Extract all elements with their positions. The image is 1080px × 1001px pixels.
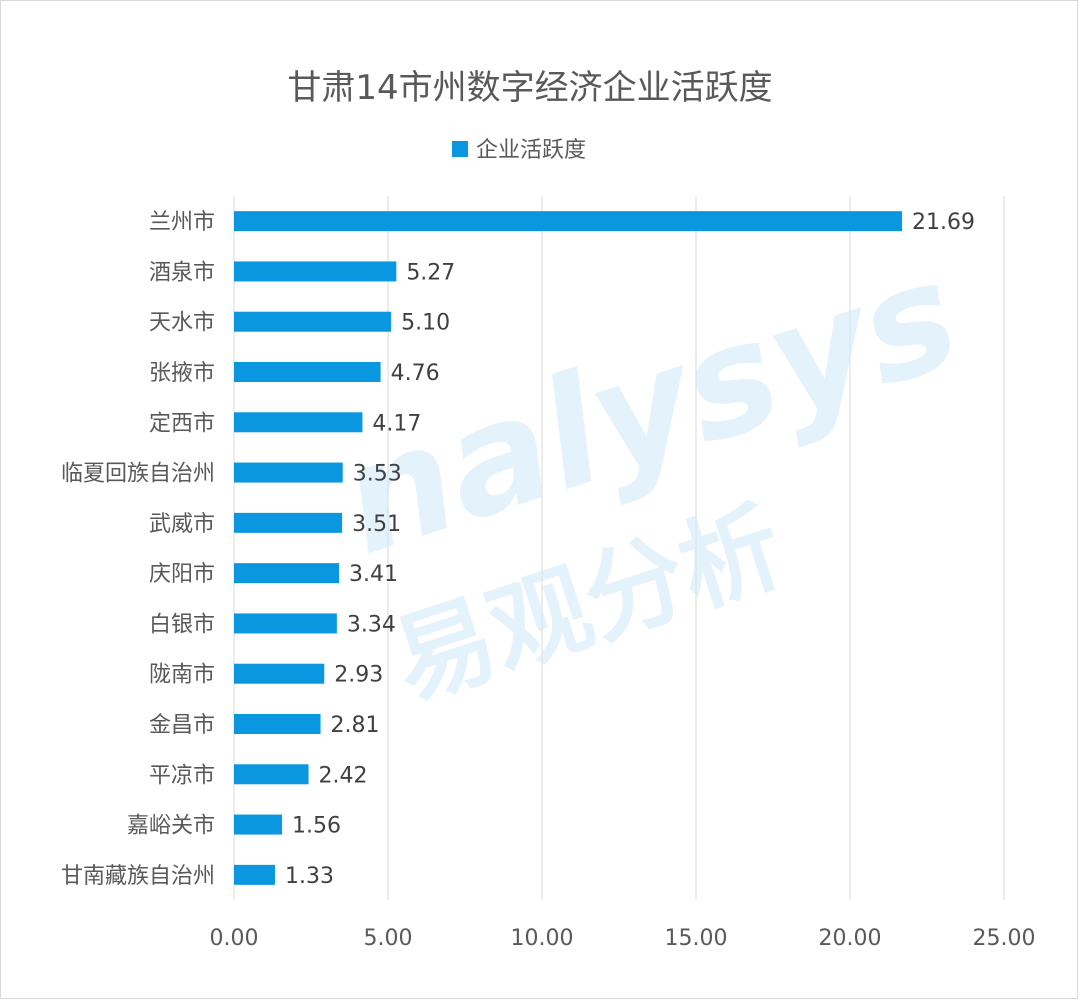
- data-label: 2.93: [334, 663, 383, 688]
- data-label: 1.56: [292, 814, 341, 839]
- legend-entry: 企业活跃度: [476, 138, 586, 163]
- legend: 企业活跃度: [452, 138, 586, 163]
- bar: [234, 261, 397, 282]
- category-label: 天水市: [149, 311, 215, 336]
- bar: [234, 362, 381, 382]
- category-label: 临夏回族自治州: [61, 462, 215, 487]
- bar: [234, 311, 392, 332]
- data-label: 1.33: [285, 864, 334, 889]
- data-label: 3.41: [349, 562, 398, 587]
- data-label: 5.27: [406, 260, 455, 285]
- data-label: 3.51: [352, 512, 401, 537]
- data-label: 4.76: [391, 361, 440, 386]
- x-axis-tick-labels: 0.00 5.00 10.00 15.00 20.00 25.00: [210, 926, 1036, 951]
- bar: [234, 211, 903, 232]
- category-label: 定西市: [149, 411, 215, 436]
- data-label: 3.53: [353, 462, 402, 487]
- category-label: 庆阳市: [149, 562, 215, 587]
- x-tick-label: 5.00: [364, 926, 413, 951]
- category-label: 兰州市: [149, 210, 215, 235]
- bar: [234, 714, 321, 734]
- data-label: 5.10: [401, 311, 450, 336]
- data-label: 2.81: [331, 713, 380, 738]
- category-label: 张掖市: [149, 361, 215, 386]
- category-label: 甘南藏族自治州: [61, 864, 215, 889]
- bar: [234, 512, 343, 533]
- category-labels: 兰州市酒泉市天水市张掖市定西市临夏回族自治州武威市庆阳市白银市陇南市金昌市平凉市…: [61, 210, 215, 889]
- x-tick-label: 15.00: [665, 926, 728, 951]
- data-label: 3.34: [347, 612, 396, 637]
- bar: [234, 663, 325, 684]
- category-label: 陇南市: [149, 663, 215, 688]
- watermark: nalysys 易观分析: [321, 228, 977, 722]
- bar: [234, 764, 309, 785]
- legend-swatch: [452, 141, 468, 157]
- category-label: 白银市: [149, 612, 215, 637]
- category-label: 嘉峪关市: [127, 814, 215, 839]
- bar: [234, 814, 283, 835]
- x-tick-label: 0.00: [210, 926, 259, 951]
- data-label: 21.69: [912, 210, 975, 235]
- data-labels: 21.69 5.27 5.10 4.76 4.17 3.53 3.51 3.41 3.34 2.9…: [285, 210, 975, 889]
- category-label: 金昌市: [149, 713, 215, 738]
- x-tick-label: 10.00: [511, 926, 574, 951]
- category-label: 平凉市: [149, 763, 215, 788]
- chart-title: 甘肃14市州数字经济企业活跃度: [287, 68, 772, 108]
- data-label: 2.42: [319, 763, 368, 788]
- bar: [234, 563, 340, 584]
- bar: [234, 613, 337, 634]
- bar: [234, 462, 343, 483]
- bar: [234, 412, 363, 433]
- category-label: 武威市: [149, 512, 215, 537]
- x-tick-label: 20.00: [819, 926, 882, 951]
- bars: [234, 211, 903, 885]
- bar: [234, 864, 275, 885]
- data-label: 4.17: [372, 411, 421, 436]
- category-label: 酒泉市: [149, 260, 215, 285]
- x-tick-label: 25.00: [973, 926, 1036, 951]
